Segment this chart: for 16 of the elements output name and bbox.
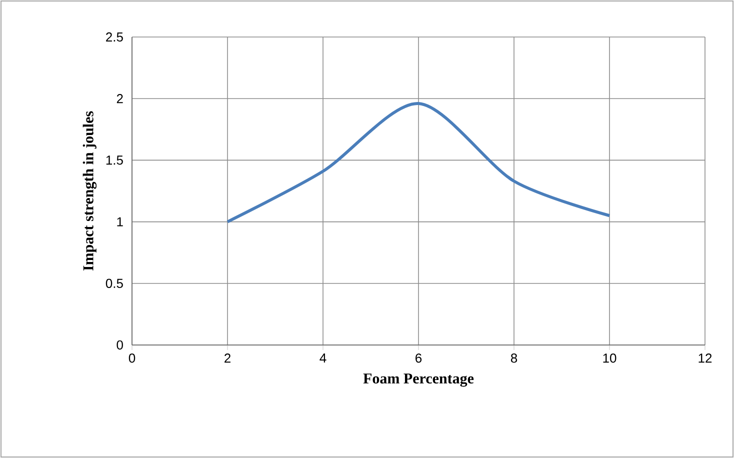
x-tick-label: 0 — [128, 354, 136, 363]
y-tick-label: 1.5 — [106, 156, 123, 165]
y-tick-label: 1 — [117, 217, 123, 226]
y-tick-label: 0 — [116, 340, 123, 350]
y-tick-label: 2 — [116, 94, 123, 104]
x-tick-label: 6 — [416, 354, 422, 363]
x-tick-label: 2 — [224, 354, 230, 363]
x-axis-title: Foam Percentage — [363, 374, 474, 387]
x-tick-label: 4 — [320, 354, 326, 362]
y-tick-label: 0.5 — [106, 278, 123, 288]
y-axis-title: Impact strength in joules — [82, 111, 97, 271]
line-series — [226, 102, 611, 224]
x-tick-label: 10 — [603, 354, 616, 363]
x-tick-label: 8 — [510, 354, 518, 363]
x-tick-label: 12 — [698, 354, 712, 363]
y-tick-label: 2.5 — [106, 32, 123, 42]
